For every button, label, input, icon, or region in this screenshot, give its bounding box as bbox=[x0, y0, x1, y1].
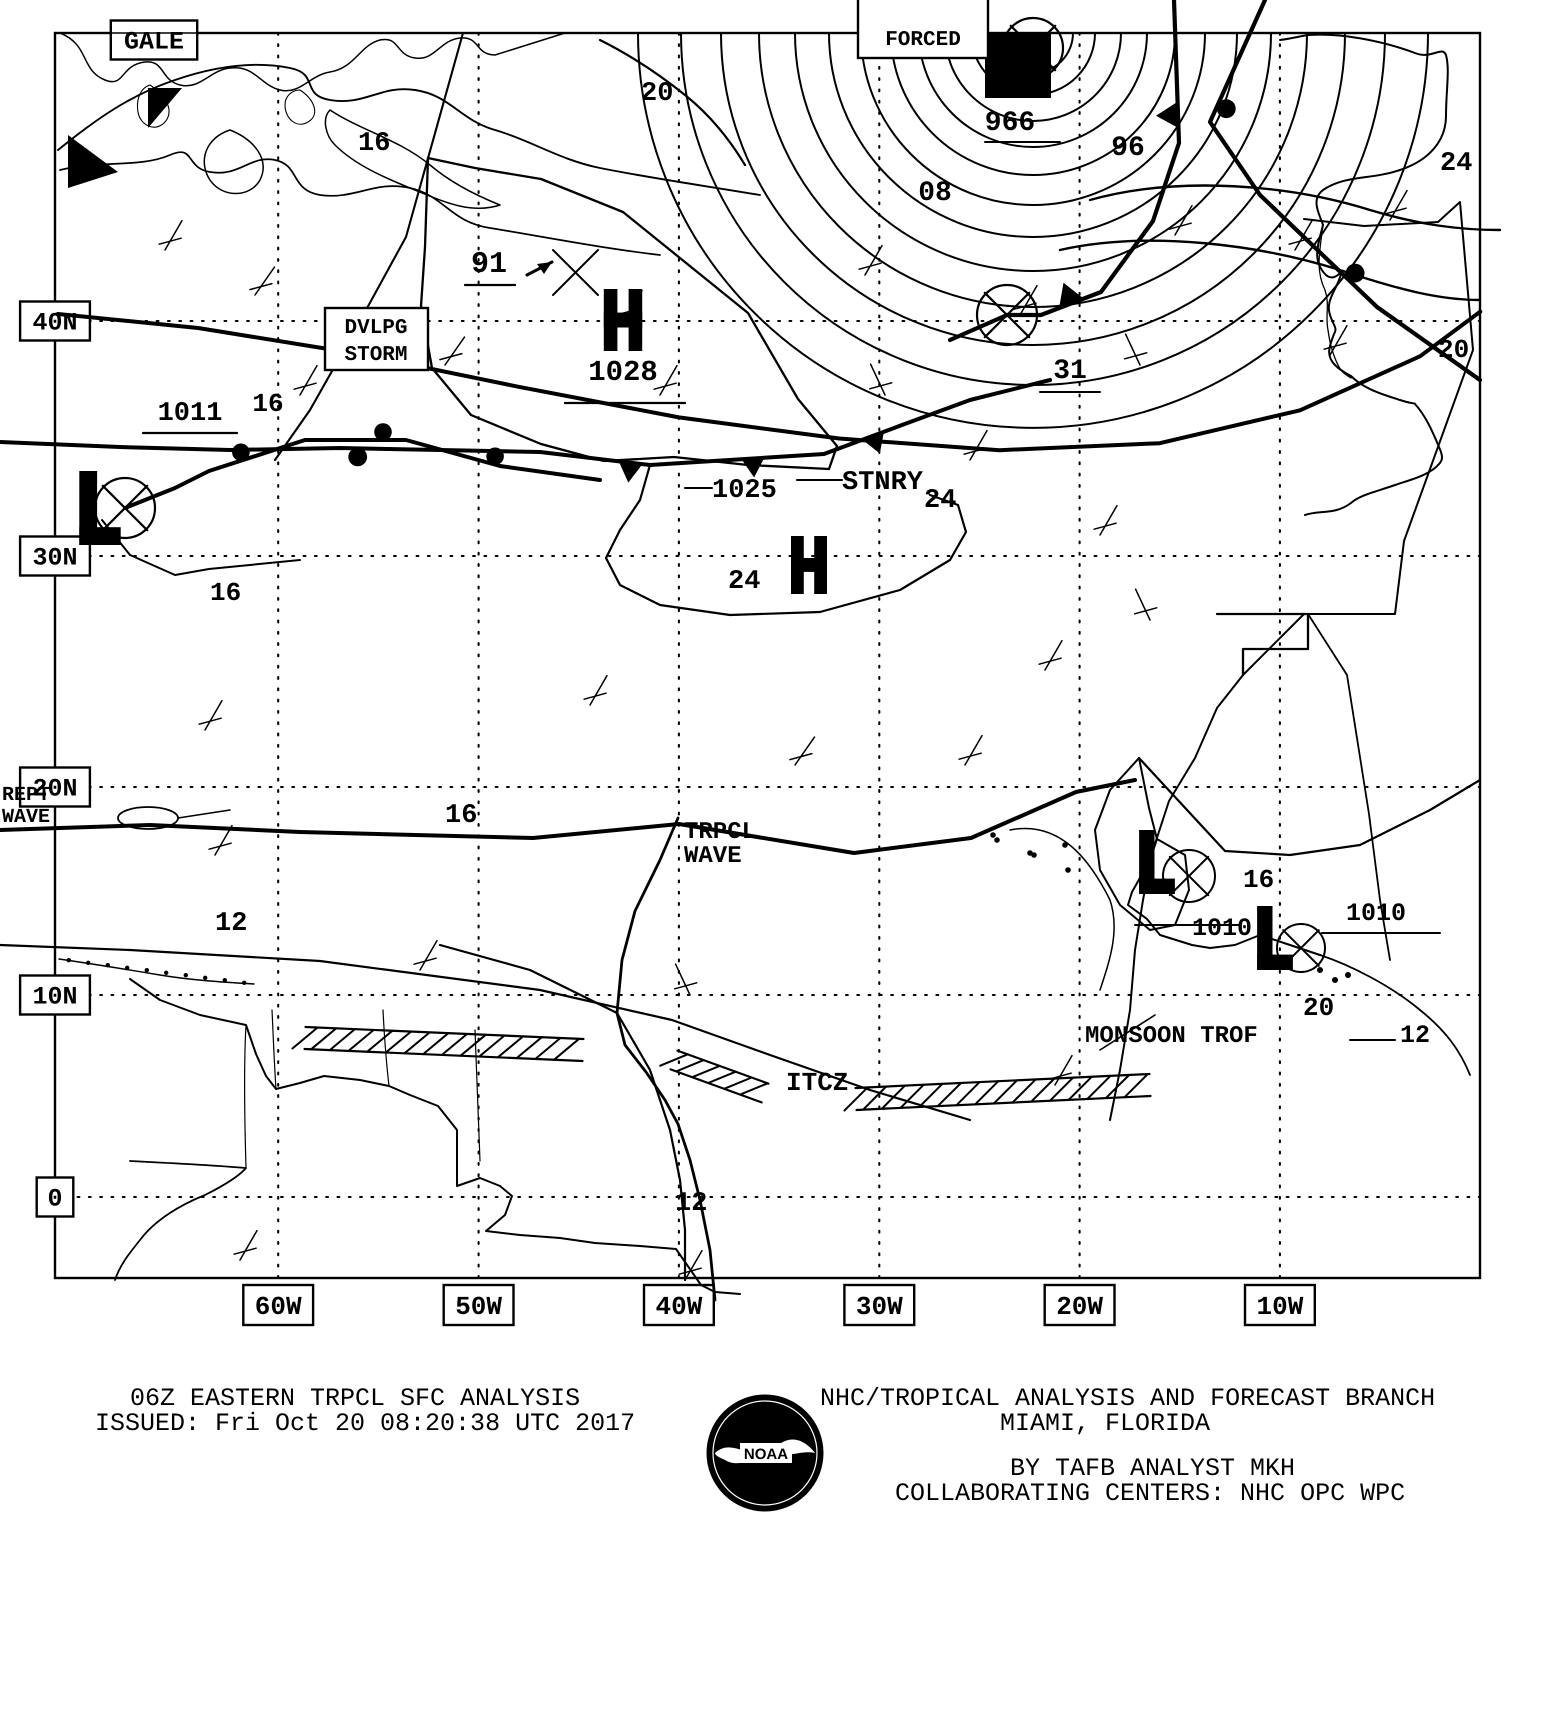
svg-text:1025: 1025 bbox=[712, 476, 777, 506]
svg-text:12: 12 bbox=[675, 1189, 707, 1219]
svg-text:GALE: GALE bbox=[124, 28, 184, 57]
svg-text:WAVE: WAVE bbox=[2, 806, 50, 829]
svg-text:30W: 30W bbox=[856, 1292, 903, 1322]
svg-text:COLLABORATING CENTERS: NHC OPC: COLLABORATING CENTERS: NHC OPC WPC bbox=[895, 1479, 1405, 1508]
svg-text:60W: 60W bbox=[255, 1292, 302, 1322]
svg-text:20: 20 bbox=[1303, 993, 1334, 1023]
svg-text:40W: 40W bbox=[655, 1292, 702, 1322]
svg-text:20W: 20W bbox=[1056, 1292, 1103, 1322]
svg-text:DVLPG: DVLPG bbox=[344, 317, 407, 340]
svg-text:08: 08 bbox=[918, 178, 952, 209]
svg-text:ISSUED: Fri Oct 20 08:20:38 UT: ISSUED: Fri Oct 20 08:20:38 UTC 2017 bbox=[95, 1409, 635, 1438]
svg-text:1010: 1010 bbox=[1192, 914, 1252, 943]
svg-text:12: 12 bbox=[1400, 1021, 1430, 1050]
svg-text:NOAA: NOAA bbox=[744, 1446, 788, 1463]
svg-text:24: 24 bbox=[1440, 149, 1472, 179]
svg-text:40N: 40N bbox=[32, 309, 77, 338]
svg-text:0: 0 bbox=[47, 1185, 62, 1214]
svg-text:1028: 1028 bbox=[588, 356, 658, 389]
svg-text:10W: 10W bbox=[1256, 1292, 1303, 1322]
svg-text:WAVE: WAVE bbox=[684, 843, 742, 870]
svg-text:1010: 1010 bbox=[1346, 899, 1406, 928]
svg-text:966: 966 bbox=[985, 108, 1035, 139]
svg-text:16: 16 bbox=[252, 389, 283, 419]
svg-text:16: 16 bbox=[1243, 865, 1274, 895]
svg-text:REPT: REPT bbox=[2, 784, 50, 807]
svg-text:24: 24 bbox=[924, 486, 956, 516]
svg-text:31: 31 bbox=[1053, 356, 1087, 387]
svg-text:50W: 50W bbox=[455, 1292, 502, 1322]
svg-text:20: 20 bbox=[1438, 335, 1469, 365]
svg-text:STORM: STORM bbox=[344, 344, 407, 367]
svg-text:24: 24 bbox=[728, 567, 760, 597]
svg-text:12: 12 bbox=[215, 909, 247, 939]
svg-text:10N: 10N bbox=[32, 983, 77, 1012]
svg-text:96: 96 bbox=[1111, 133, 1145, 164]
svg-text:16: 16 bbox=[358, 129, 390, 159]
svg-text:ITCZ: ITCZ bbox=[786, 1068, 848, 1098]
svg-text:MIAMI, FLORIDA: MIAMI, FLORIDA bbox=[1000, 1409, 1210, 1438]
svg-text:STNRY: STNRY bbox=[842, 468, 924, 498]
svg-text:1011: 1011 bbox=[158, 399, 223, 429]
svg-text:16: 16 bbox=[210, 578, 241, 608]
svg-text:91: 91 bbox=[471, 248, 507, 282]
svg-text:TRPCL: TRPCL bbox=[684, 819, 756, 846]
svg-text:30N: 30N bbox=[32, 544, 77, 573]
svg-text:FORCED: FORCED bbox=[885, 29, 961, 52]
svg-text:MONSOON TROF: MONSOON TROF bbox=[1085, 1023, 1258, 1050]
svg-text:16: 16 bbox=[445, 801, 477, 831]
